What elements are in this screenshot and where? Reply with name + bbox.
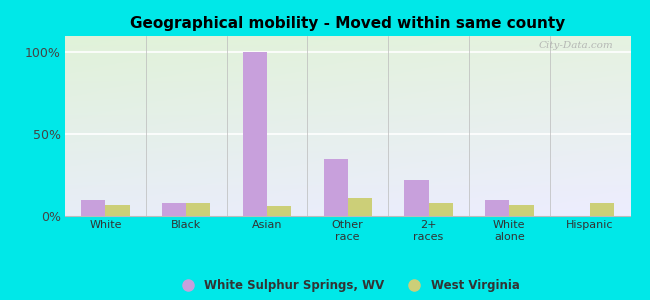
Bar [162,203,186,216]
Text: City-Data.com: City-Data.com [539,41,614,50]
Bar [428,203,453,216]
Bar [81,200,105,216]
Bar [485,200,510,216]
Bar [590,203,614,216]
Bar [186,203,211,216]
Bar [242,52,267,216]
Title: Geographical mobility - Moved within same county: Geographical mobility - Moved within sam… [130,16,566,31]
Bar [348,198,372,216]
Bar [324,159,348,216]
Bar [105,205,129,216]
Bar [404,180,428,216]
Bar [510,205,534,216]
Bar [267,206,291,216]
Legend: White Sulphur Springs, WV, West Virginia: White Sulphur Springs, WV, West Virginia [172,274,524,296]
